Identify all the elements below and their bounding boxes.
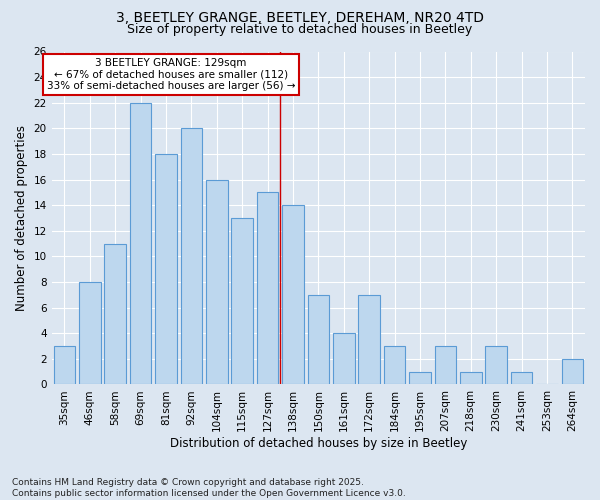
Text: 3 BEETLEY GRANGE: 129sqm
← 67% of detached houses are smaller (112)
33% of semi-: 3 BEETLEY GRANGE: 129sqm ← 67% of detach… <box>47 58 295 91</box>
Bar <box>409 372 431 384</box>
X-axis label: Distribution of detached houses by size in Beetley: Distribution of detached houses by size … <box>170 437 467 450</box>
Bar <box>434 346 456 385</box>
Bar <box>358 295 380 384</box>
Bar <box>206 180 227 384</box>
Bar <box>130 102 151 384</box>
Bar <box>333 333 355 384</box>
Bar <box>511 372 532 384</box>
Bar <box>460 372 482 384</box>
Bar <box>181 128 202 384</box>
Bar <box>308 295 329 384</box>
Bar <box>562 359 583 384</box>
Bar <box>155 154 177 384</box>
Text: Size of property relative to detached houses in Beetley: Size of property relative to detached ho… <box>127 22 473 36</box>
Bar <box>53 346 75 385</box>
Text: Contains HM Land Registry data © Crown copyright and database right 2025.
Contai: Contains HM Land Registry data © Crown c… <box>12 478 406 498</box>
Bar <box>257 192 278 384</box>
Bar <box>282 205 304 384</box>
Bar <box>384 346 406 385</box>
Bar <box>104 244 126 384</box>
Bar <box>79 282 101 384</box>
Y-axis label: Number of detached properties: Number of detached properties <box>15 125 28 311</box>
Bar <box>485 346 507 385</box>
Bar <box>232 218 253 384</box>
Text: 3, BEETLEY GRANGE, BEETLEY, DEREHAM, NR20 4TD: 3, BEETLEY GRANGE, BEETLEY, DEREHAM, NR2… <box>116 11 484 25</box>
